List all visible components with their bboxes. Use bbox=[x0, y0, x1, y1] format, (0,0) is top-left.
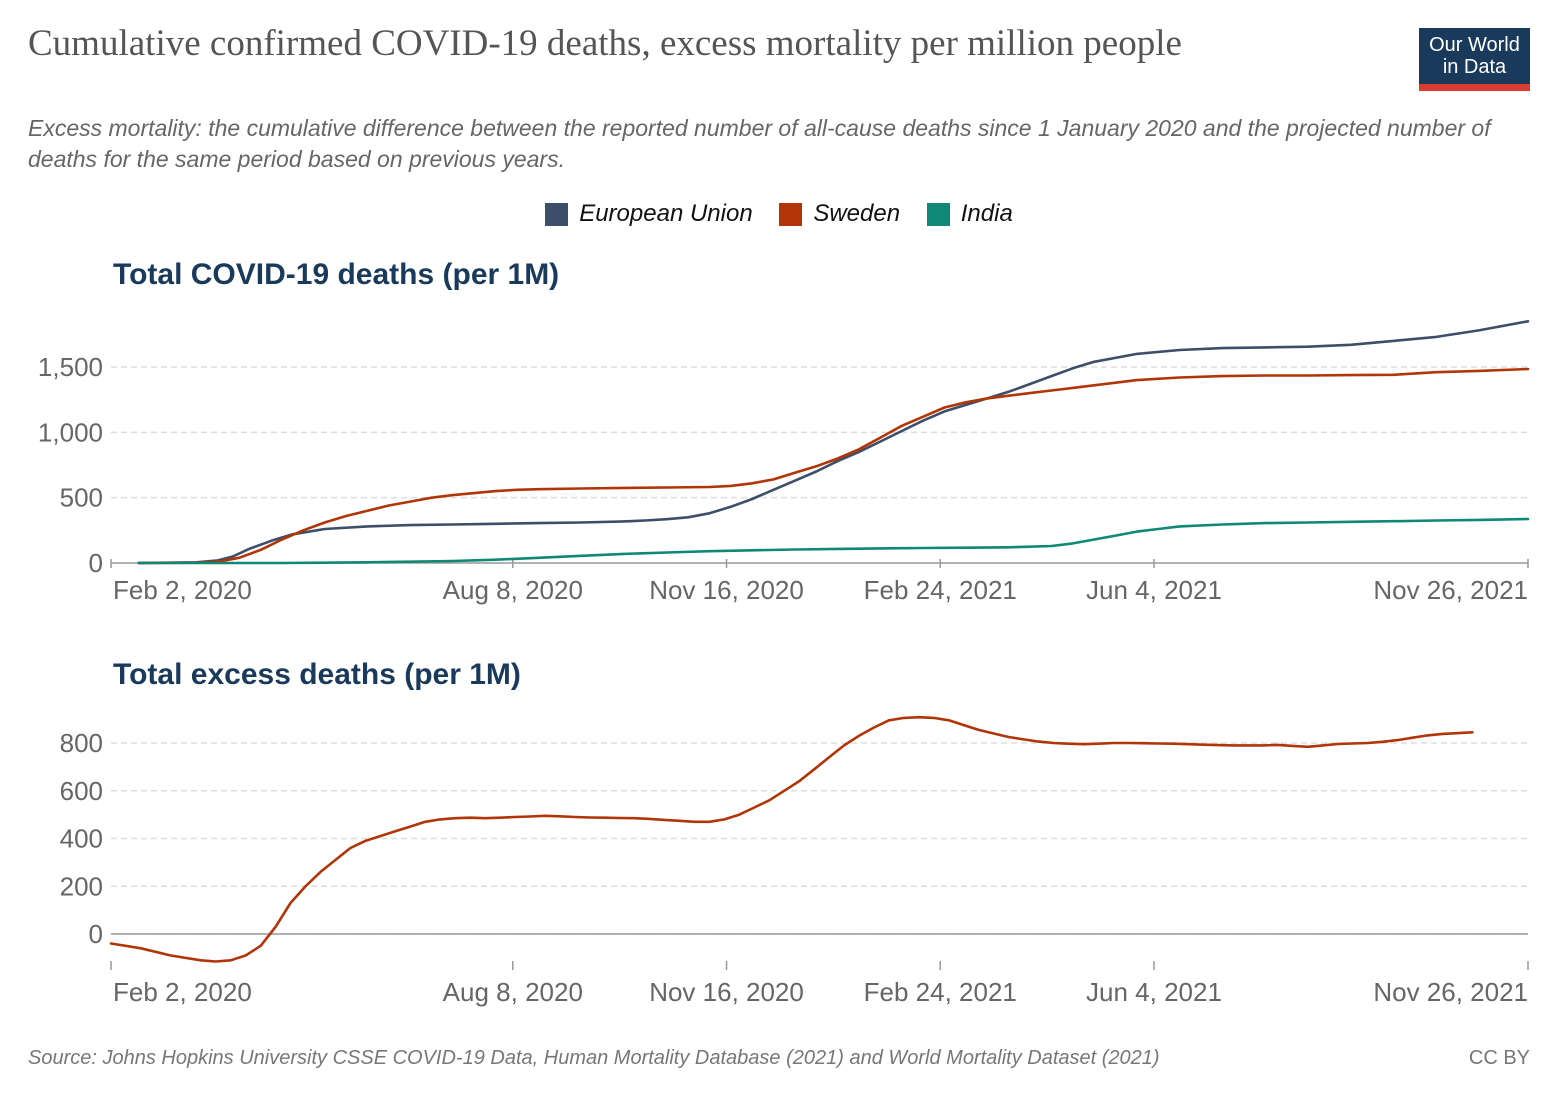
x-tick-label: Nov 16, 2020 bbox=[649, 575, 804, 605]
x-tick-label: Feb 2, 2020 bbox=[113, 575, 252, 605]
legend-item-sweden[interactable]: Sweden bbox=[779, 200, 900, 228]
chart-subtitle: Excess mortality: the cumulative differe… bbox=[28, 115, 1491, 172]
x-tick-label: Jun 4, 2021 bbox=[1086, 575, 1222, 605]
panel-title-excess-deaths: Total excess deaths (per 1M) bbox=[113, 658, 521, 691]
x-tick-label: Feb 24, 2021 bbox=[864, 977, 1017, 1007]
legend-label: Sweden bbox=[813, 200, 901, 227]
legend-item-european-union[interactable]: European Union bbox=[545, 200, 753, 228]
y-tick-label: 0 bbox=[89, 919, 103, 949]
x-tick-label: Feb 24, 2021 bbox=[864, 575, 1017, 605]
legend-swatch bbox=[545, 202, 569, 226]
logo-line2: in Data bbox=[1442, 56, 1507, 78]
chart-title: Cumulative confirmed COVID-19 deaths, ex… bbox=[28, 23, 1182, 64]
y-tick-label: 200 bbox=[60, 871, 103, 901]
source-note: Source: Johns Hopkins University CSSE CO… bbox=[28, 1047, 1160, 1069]
logo-line1: Our World bbox=[1429, 34, 1520, 56]
series-line-sweden[interactable] bbox=[137, 367, 1530, 565]
legend: European Union Sweden India bbox=[0, 200, 1558, 233]
x-tick-label: Nov 16, 2020 bbox=[649, 977, 804, 1007]
x-tick-label: Nov 26, 2021 bbox=[1373, 575, 1528, 605]
series-line-india[interactable] bbox=[137, 517, 1530, 565]
series-line-european-union[interactable] bbox=[137, 319, 1530, 565]
y-tick-label: 0 bbox=[89, 548, 103, 578]
legend-label: India bbox=[960, 200, 1013, 227]
x-tick-label: Aug 8, 2020 bbox=[443, 575, 583, 605]
legend-item-india[interactable]: India bbox=[926, 200, 1013, 228]
legend-swatch bbox=[779, 202, 803, 226]
y-tick-label: 600 bbox=[60, 776, 103, 806]
y-tick-label: 500 bbox=[60, 483, 103, 513]
panel-title-covid-deaths: Total COVID-19 deaths (per 1M) bbox=[113, 258, 560, 291]
y-tick-label: 1,500 bbox=[38, 352, 103, 382]
x-tick-label: Aug 8, 2020 bbox=[443, 977, 583, 1007]
x-tick-label: Nov 26, 2021 bbox=[1373, 977, 1528, 1007]
y-tick-label: 1,000 bbox=[38, 417, 103, 447]
owid-logo[interactable]: Our World in Data bbox=[1419, 28, 1530, 91]
legend-swatch bbox=[926, 202, 950, 226]
covid-deaths-chart: 0 500 1,000 1,500 Feb 2, 2020 Aug 8, 2020 Nov … bbox=[38, 319, 1530, 605]
x-tick-label: Jun 4, 2021 bbox=[1086, 977, 1222, 1007]
series-line-sweden[interactable] bbox=[109, 715, 1474, 963]
legend-label: European Union bbox=[579, 200, 753, 227]
x-tick-label: Feb 2, 2020 bbox=[113, 977, 252, 1007]
y-tick-label: 400 bbox=[60, 824, 103, 854]
y-tick-label: 800 bbox=[60, 728, 103, 758]
license-link[interactable]: CC BY bbox=[1468, 1047, 1530, 1069]
excess-deaths-chart: 0 200 400 600 800 Feb 2, 2020 Aug 8, 2020 Nov 1… bbox=[60, 715, 1529, 1007]
